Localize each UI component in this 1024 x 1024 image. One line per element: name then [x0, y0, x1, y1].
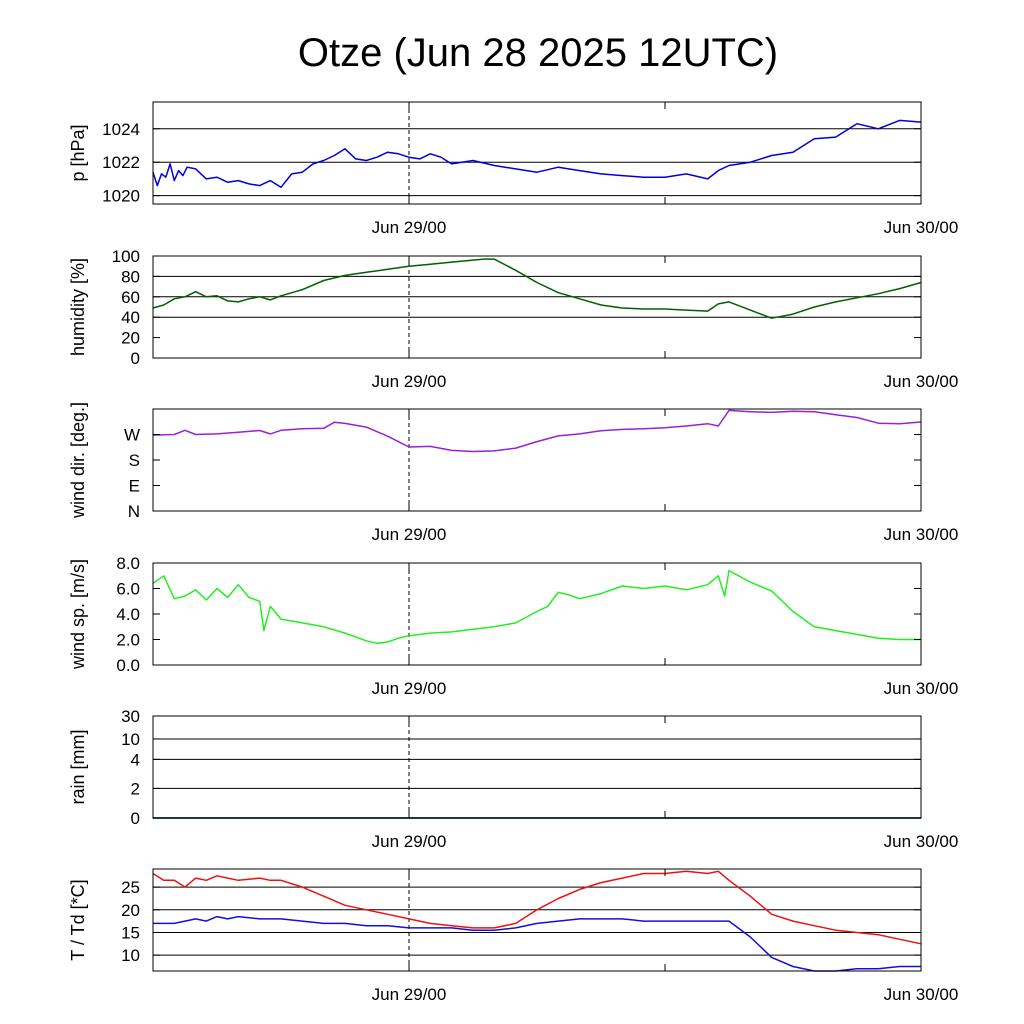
x-tick-label: Jun 29/00 [372, 525, 447, 544]
rain-plot-frame [152, 715, 922, 819]
y-tick-label: 0.0 [116, 656, 140, 675]
y-tick-label: 8.0 [116, 554, 140, 573]
pressure-series-line [152, 119, 922, 189]
x-tick-label: Jun 29/00 [372, 218, 447, 237]
y-tick-label: 1024 [102, 120, 140, 139]
pressure-axis-label: p [hPa] [68, 124, 88, 181]
x-tick-label: Jun 30/00 [884, 679, 959, 698]
y-tick-label: 6.0 [116, 580, 140, 599]
y-tick-label: 25 [121, 878, 140, 897]
x-tick-label: Jun 30/00 [884, 525, 959, 544]
y-tick-label: 4.0 [116, 605, 140, 624]
rain-axis-label: rain [mm] [68, 729, 88, 804]
chart-title: Otze (Jun 28 2025 12UTC) [298, 31, 778, 75]
x-tick-label: Jun 29/00 [372, 985, 447, 1004]
wind-direction-series-line [152, 409, 922, 453]
y-tick-label: 0 [131, 349, 140, 368]
humidity-series-line [152, 258, 922, 319]
y-tick-label: 4 [131, 750, 140, 769]
t-temperature-series-line [152, 870, 922, 945]
y-tick-label: W [124, 426, 140, 445]
wind-direction-axis-label: wind dir. [deg.] [68, 402, 88, 519]
td-temperature-series-line [153, 915, 921, 972]
y-tick-label: 15 [121, 923, 140, 942]
wind-speed-series-line [152, 569, 921, 645]
y-tick-label: E [129, 477, 140, 496]
y-tick-label: 20 [121, 901, 140, 920]
wind-speed-panel: 0.0 2.0 4.0 6.0 8.0 Jun 29/00 Jun 30/00 wind sp… [68, 554, 958, 698]
y-tick-label: N [128, 502, 140, 521]
x-tick-label: Jun 30/00 [884, 832, 959, 851]
pressure-panel: 1020 1022 1024 Jun 29/00 Jun 30/00 p [hPa] [68, 101, 959, 237]
y-tick-label: 10 [121, 730, 140, 749]
temperature-panel: 10 15 20 25 Jun 29/00 Jun 30/00 T / Td [*C] [68, 868, 959, 1004]
x-tick-label: Jun 30/00 [884, 372, 959, 391]
humidity-plot-frame [152, 255, 922, 359]
x-tick-label: Jun 29/00 [372, 372, 447, 391]
x-tick-label: Jun 29/00 [372, 832, 447, 851]
x-tick-label: Jun 30/00 [884, 985, 959, 1004]
pressure-plot-frame [152, 101, 922, 205]
x-tick-label: Jun 30/00 [884, 218, 959, 237]
wind-direction-plot-frame [152, 408, 922, 512]
temperature-axis-label: T / Td [*C] [68, 879, 88, 960]
y-tick-label: 1020 [102, 187, 140, 206]
y-tick-label: S [129, 451, 140, 470]
wind-speed-axis-label: wind sp. [m/s] [68, 559, 88, 670]
y-tick-label: 2.0 [116, 631, 140, 650]
y-tick-label: 80 [121, 267, 140, 286]
y-tick-label: 2 [131, 779, 140, 798]
y-tick-label: 40 [121, 308, 140, 327]
y-tick-label: 0 [131, 809, 140, 828]
y-tick-label: 1022 [102, 153, 140, 172]
y-tick-label: 20 [121, 329, 140, 348]
rain-panel: 0 2 410 30 Jun 29/00 Jun 30/00 rain [mm] [68, 707, 958, 851]
y-tick-label: 30 [121, 707, 140, 726]
x-tick-label: Jun 29/00 [372, 679, 447, 698]
y-tick-label: 60 [121, 288, 140, 307]
y-tick-label: 10 [121, 946, 140, 965]
y-tick-label: 100 [112, 247, 140, 266]
humidity-axis-label: humidity [%] [68, 258, 88, 356]
temperature-plot-frame [152, 868, 922, 972]
